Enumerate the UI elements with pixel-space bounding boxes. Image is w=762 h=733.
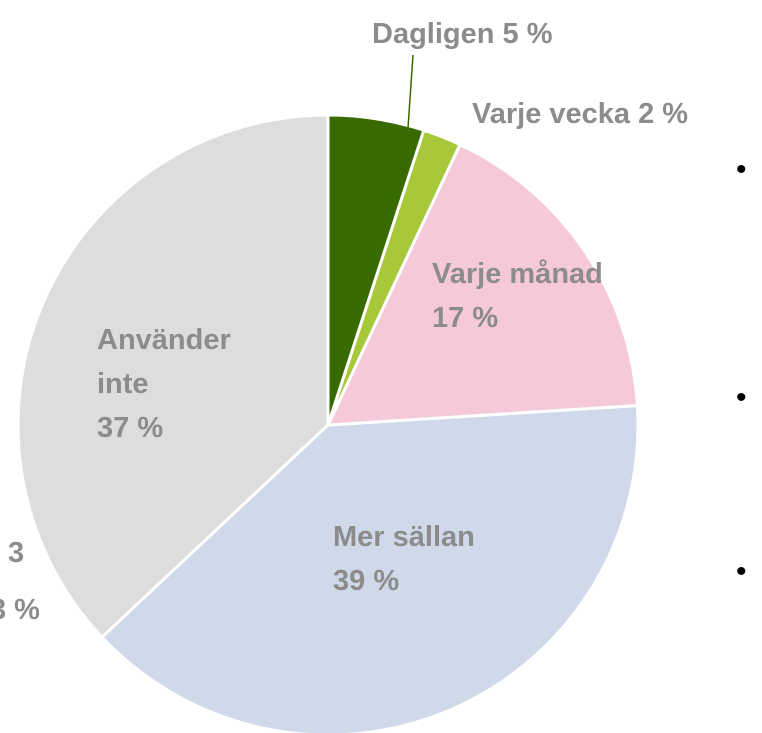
annotation: 3 % [0, 594, 40, 626]
category-label: Använder inte [97, 324, 231, 400]
slice-label: Varje månad 17 % [432, 252, 603, 340]
category-label: Varje vecka [472, 98, 631, 130]
bullet: • [736, 153, 747, 186]
category-label: Varje månad [432, 258, 603, 290]
slice-label: Varje vecka 2 % [472, 92, 688, 136]
value-label: 39 % [333, 565, 400, 597]
bullet: • [736, 555, 747, 588]
value-label: 37 % [97, 412, 164, 444]
category-label: Mer sällan [333, 521, 475, 553]
leader-line [407, 54, 414, 129]
value-label: 2 % [638, 98, 689, 130]
category-label: Dagligen [372, 18, 495, 50]
pie-slice [326, 113, 426, 426]
pie-slice [325, 142, 639, 427]
value-label: 17 % [432, 302, 499, 334]
pie-slice [99, 403, 640, 733]
value-label: 5 % [502, 18, 553, 50]
slice-label: Mer sällan 39 % [333, 515, 475, 603]
pie-slice [16, 113, 330, 640]
bullet: • [736, 381, 747, 414]
annotation: 3 [8, 537, 25, 569]
slice-label: Dagligen 5 % [372, 12, 553, 56]
slice-label: Använder inte 37 % [97, 318, 277, 450]
